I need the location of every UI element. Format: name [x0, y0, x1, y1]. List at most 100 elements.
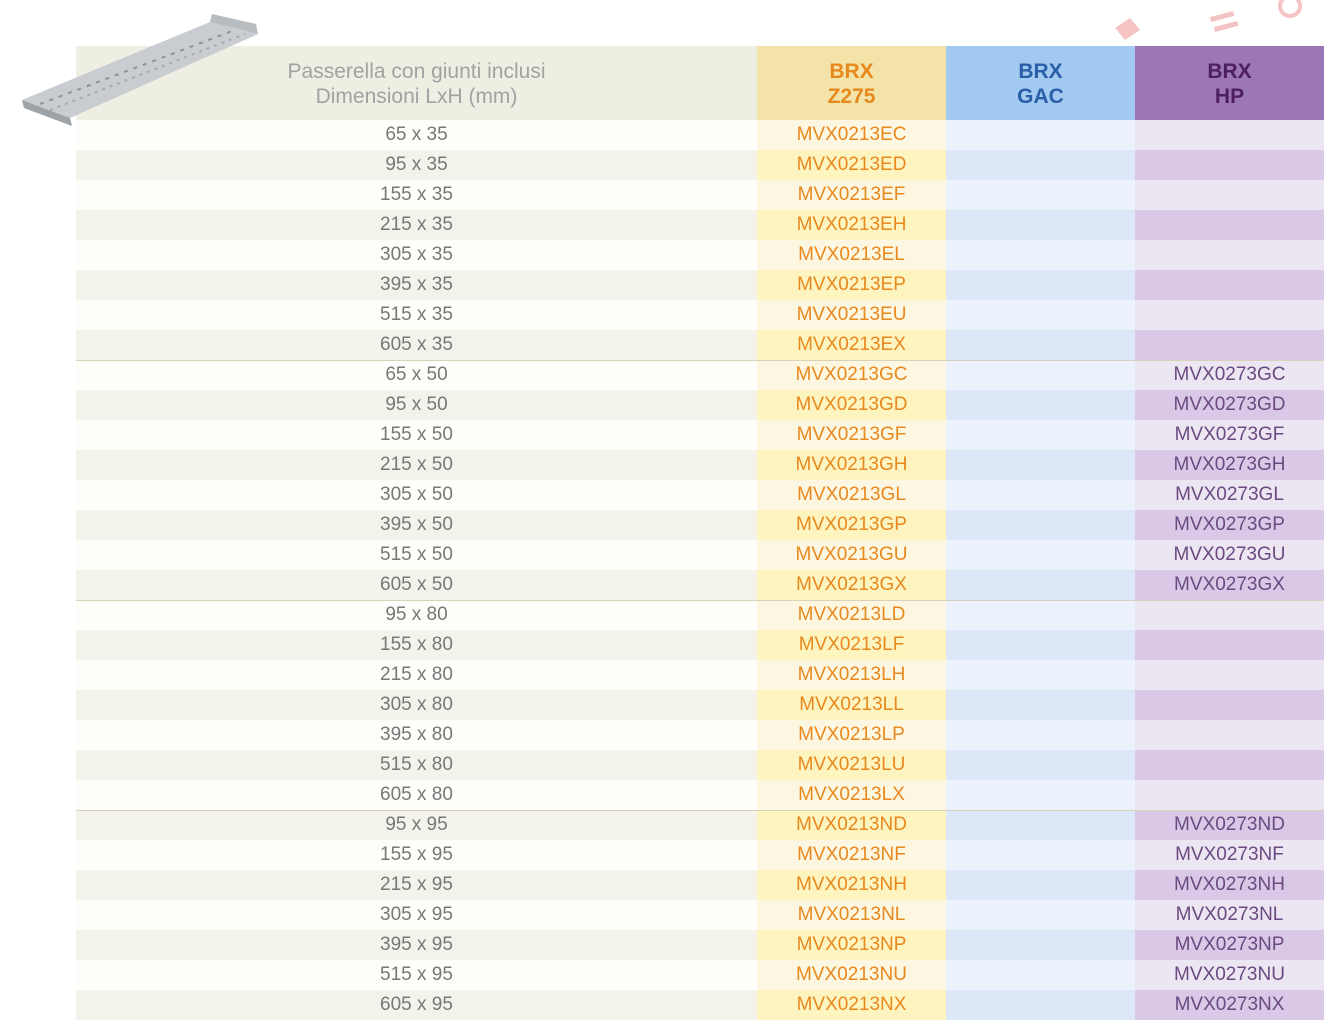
cell: MVX0213EX — [757, 330, 946, 360]
cell: MVX0273NX — [1135, 990, 1324, 1020]
cell: MVX0213LP — [757, 720, 946, 750]
cell: MVX0213EL — [757, 240, 946, 270]
watermark — [1115, 0, 1300, 40]
cell: 395 x 50 — [76, 510, 757, 540]
cell: MVX0213NX — [757, 990, 946, 1020]
cell: MVX0273GC — [1135, 360, 1324, 390]
empty-cell — [946, 930, 1135, 960]
empty-cell — [946, 810, 1135, 840]
cell: 95 x 50 — [76, 390, 757, 420]
cell: MVX0273NL — [1135, 900, 1324, 930]
empty-cell — [1135, 180, 1324, 210]
cell: MVX0213ND — [757, 810, 946, 840]
cell: 155 x 35 — [76, 180, 757, 210]
empty-cell — [946, 390, 1135, 420]
cell: MVX0273GP — [1135, 510, 1324, 540]
empty-cell — [1135, 270, 1324, 300]
empty-cell — [1135, 150, 1324, 180]
cell: MVX0213LH — [757, 660, 946, 690]
empty-cell — [946, 150, 1135, 180]
cell: 395 x 35 — [76, 270, 757, 300]
empty-cell — [946, 330, 1135, 360]
cell: MVX0213NL — [757, 900, 946, 930]
cell: 305 x 50 — [76, 480, 757, 510]
cell: 305 x 80 — [76, 690, 757, 720]
cell: MVX0273GH — [1135, 450, 1324, 480]
cell: MVX0213LX — [757, 780, 946, 810]
cell: 515 x 35 — [76, 300, 757, 330]
empty-cell — [1135, 780, 1324, 810]
cell: 515 x 50 — [76, 540, 757, 570]
empty-cell — [946, 630, 1135, 660]
cell: MVX0273GF — [1135, 420, 1324, 450]
cell: 605 x 80 — [76, 780, 757, 810]
empty-cell — [946, 960, 1135, 990]
empty-cell — [946, 480, 1135, 510]
empty-cell — [946, 720, 1135, 750]
cell: MVX0273GX — [1135, 570, 1324, 600]
cell: 155 x 95 — [76, 840, 757, 870]
cell: 305 x 95 — [76, 900, 757, 930]
empty-cell — [946, 180, 1135, 210]
cell: MVX0273NU — [1135, 960, 1324, 990]
cell: 515 x 95 — [76, 960, 757, 990]
cell: MVX0213GP — [757, 510, 946, 540]
cell: MVX0213GX — [757, 570, 946, 600]
empty-cell — [946, 240, 1135, 270]
group-separator — [76, 360, 1324, 361]
cell: 95 x 95 — [76, 810, 757, 840]
cell: MVX0213NP — [757, 930, 946, 960]
group-separator — [76, 600, 1324, 601]
cell: 215 x 35 — [76, 210, 757, 240]
cell: MVX0213EH — [757, 210, 946, 240]
page: Passerella con giunti inclusiDimensioni … — [0, 0, 1328, 1010]
cell: 515 x 80 — [76, 750, 757, 780]
cell: MVX0213NH — [757, 870, 946, 900]
cell: MVX0273ND — [1135, 810, 1324, 840]
empty-cell — [946, 690, 1135, 720]
empty-cell — [1135, 750, 1324, 780]
empty-cell — [1135, 600, 1324, 630]
cell: 95 x 80 — [76, 600, 757, 630]
empty-cell — [946, 990, 1135, 1020]
cell: MVX0213EP — [757, 270, 946, 300]
cell: MVX0213EU — [757, 300, 946, 330]
cell: 395 x 80 — [76, 720, 757, 750]
cell: MVX0273GD — [1135, 390, 1324, 420]
cell: 605 x 50 — [76, 570, 757, 600]
cell: 305 x 35 — [76, 240, 757, 270]
empty-cell — [946, 360, 1135, 390]
empty-cell — [1135, 330, 1324, 360]
cell: MVX0213GH — [757, 450, 946, 480]
cell: MVX0213GD — [757, 390, 946, 420]
empty-cell — [946, 900, 1135, 930]
empty-cell — [946, 660, 1135, 690]
cell: 395 x 95 — [76, 930, 757, 960]
cell: MVX0213NF — [757, 840, 946, 870]
empty-cell — [1135, 300, 1324, 330]
cell: MVX0213LL — [757, 690, 946, 720]
empty-cell — [946, 840, 1135, 870]
cell: MVX0273NF — [1135, 840, 1324, 870]
cell: MVX0273NH — [1135, 870, 1324, 900]
cell: 605 x 35 — [76, 330, 757, 360]
empty-cell — [946, 870, 1135, 900]
decoration — [0, 0, 1328, 130]
cell: MVX0213GL — [757, 480, 946, 510]
empty-cell — [946, 540, 1135, 570]
cell: 65 x 50 — [76, 360, 757, 390]
cell: MVX0213LF — [757, 630, 946, 660]
empty-cell — [946, 780, 1135, 810]
cell: 215 x 50 — [76, 450, 757, 480]
cell: 95 x 35 — [76, 150, 757, 180]
empty-cell — [1135, 720, 1324, 750]
empty-cell — [946, 600, 1135, 630]
cell: MVX0213EF — [757, 180, 946, 210]
empty-cell — [946, 420, 1135, 450]
cell: MVX0273GU — [1135, 540, 1324, 570]
cell: MVX0273NP — [1135, 930, 1324, 960]
cable-tray-image — [22, 14, 258, 126]
cell: 155 x 80 — [76, 630, 757, 660]
empty-cell — [1135, 660, 1324, 690]
cell: MVX0213GC — [757, 360, 946, 390]
